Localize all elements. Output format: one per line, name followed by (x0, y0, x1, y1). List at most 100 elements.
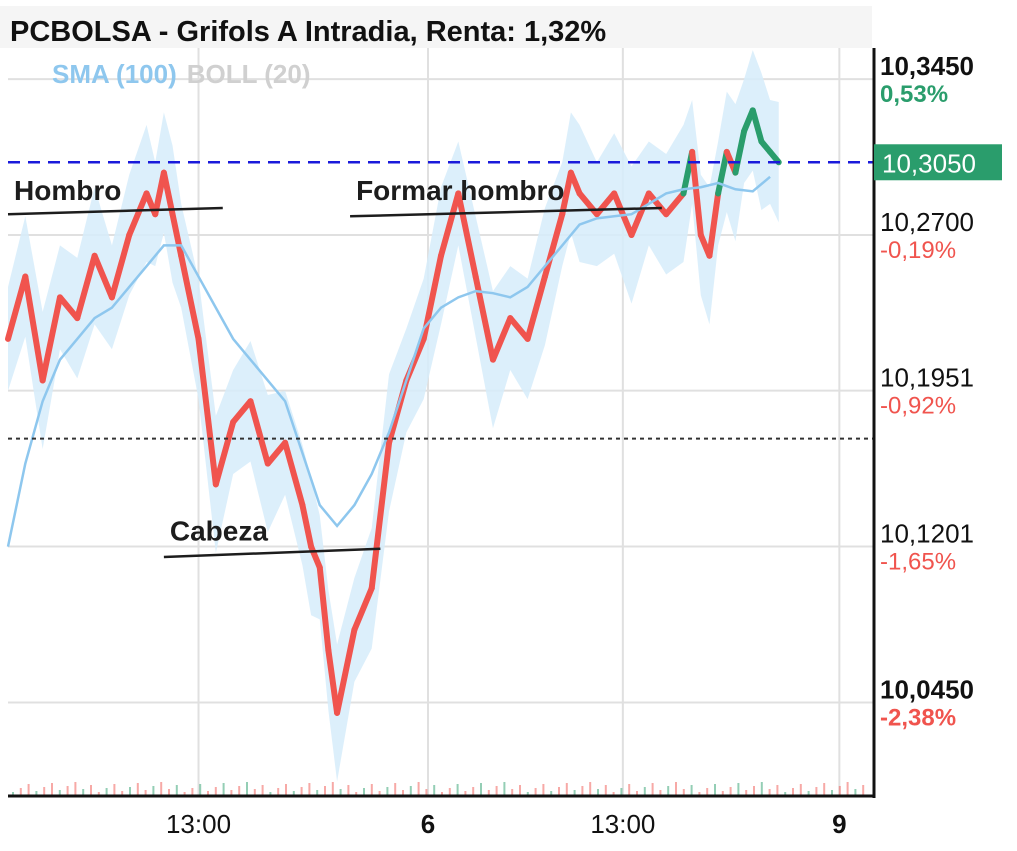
volume-bar (846, 782, 849, 796)
price-segment (108, 232, 133, 301)
volume-bar (300, 787, 303, 796)
volume-bar (222, 783, 225, 796)
volume-bar (308, 783, 311, 796)
price-segment (438, 190, 462, 259)
volume-bar (690, 785, 693, 796)
volume-bar (261, 785, 264, 796)
chart-title: PCBOLSA - Grifols A Intradia, Renta: 1,3… (10, 16, 607, 48)
volume-bar (760, 782, 763, 796)
volume-bar (441, 792, 443, 796)
volume-bar (651, 783, 654, 796)
volume-bar (246, 782, 248, 796)
volume-bar (558, 787, 560, 796)
volume-bar (292, 791, 295, 796)
price-segment (715, 148, 730, 197)
volume-bar (511, 789, 514, 796)
price-segment (74, 252, 98, 322)
volume-bar (503, 782, 506, 796)
volume-bar (168, 789, 170, 796)
volume-bar (191, 788, 194, 796)
volume-bar (706, 788, 709, 796)
volume-bar (66, 786, 69, 796)
volume-bar (838, 786, 841, 796)
volume-bar (721, 791, 724, 796)
volume-bar (97, 792, 100, 796)
price-segment (230, 398, 254, 425)
volume-bar (27, 784, 30, 796)
indicator-label: BOLL (20) (187, 59, 311, 89)
volume-bar (355, 792, 358, 796)
volume-bar (214, 787, 217, 796)
annotation-line (350, 206, 662, 218)
volume-bar (409, 786, 412, 796)
price-segment (299, 502, 315, 550)
volume-bar (799, 784, 802, 796)
volume-bar (331, 782, 334, 796)
volume-bar (12, 792, 14, 796)
annotation-line (163, 547, 381, 559)
price-segment (524, 273, 548, 342)
volume-bar (152, 786, 155, 796)
price-segment (316, 564, 332, 654)
volume-bar (51, 783, 53, 796)
volume-bar (339, 789, 342, 796)
price-segment (39, 294, 63, 384)
volume-bar (729, 787, 732, 796)
y-tick-price: 10,1951 (880, 363, 974, 393)
annotation-label: Hombro (14, 175, 121, 206)
volume-bar (82, 789, 85, 796)
volume-bar (19, 788, 22, 796)
volume-bar (105, 788, 108, 796)
price-segment (160, 169, 176, 218)
price-segment (56, 294, 81, 322)
volume-bar (823, 783, 826, 796)
volume-bar (768, 789, 771, 796)
volume-bar (58, 790, 61, 796)
y-tick-percent: -0,92% (880, 393, 956, 420)
current-price-value: 10,3050 (882, 148, 976, 178)
price-segment (195, 335, 219, 488)
volume-bar (792, 788, 794, 796)
volume-bar (714, 784, 716, 796)
price-segment (22, 273, 46, 384)
volume-bar (199, 784, 202, 796)
volume-bar (456, 784, 459, 796)
price-segment (645, 190, 670, 218)
volume-bar (207, 791, 209, 796)
price-segment (169, 211, 185, 259)
price-segment (126, 190, 150, 238)
volume-bar (776, 785, 779, 796)
volume-bar (129, 787, 131, 796)
y-tick-price: 10,3450 (880, 51, 974, 81)
price-segment (706, 190, 722, 259)
volume-bar (285, 784, 287, 796)
volume-bar (480, 783, 482, 796)
price-segment (212, 419, 237, 488)
volume-bar (628, 784, 631, 796)
price-segment (567, 169, 583, 197)
volume-bar (550, 791, 553, 796)
price-segment (559, 169, 574, 218)
volume-bar (74, 782, 77, 796)
volume-bar (394, 783, 397, 796)
volume-bar (667, 786, 670, 796)
volume-bar (597, 789, 599, 796)
x-tick-label: 13:00 (590, 809, 655, 839)
volume-bar (144, 790, 147, 796)
volume-bar (854, 789, 857, 796)
volume-bar (636, 791, 638, 796)
volume-bar (737, 783, 740, 796)
current-price-badge (874, 144, 1002, 181)
volume-bar (269, 792, 272, 796)
volume-bar (183, 792, 186, 796)
volume-bar (472, 787, 475, 796)
price-segment (455, 190, 479, 280)
annotation-label: Cabeza (170, 516, 268, 547)
volume-bar (487, 790, 490, 796)
price-segment (351, 585, 375, 633)
volume-bar (363, 788, 365, 796)
price-segment (5, 273, 29, 342)
volume-bar (43, 787, 46, 796)
annotation-line (7, 206, 223, 216)
